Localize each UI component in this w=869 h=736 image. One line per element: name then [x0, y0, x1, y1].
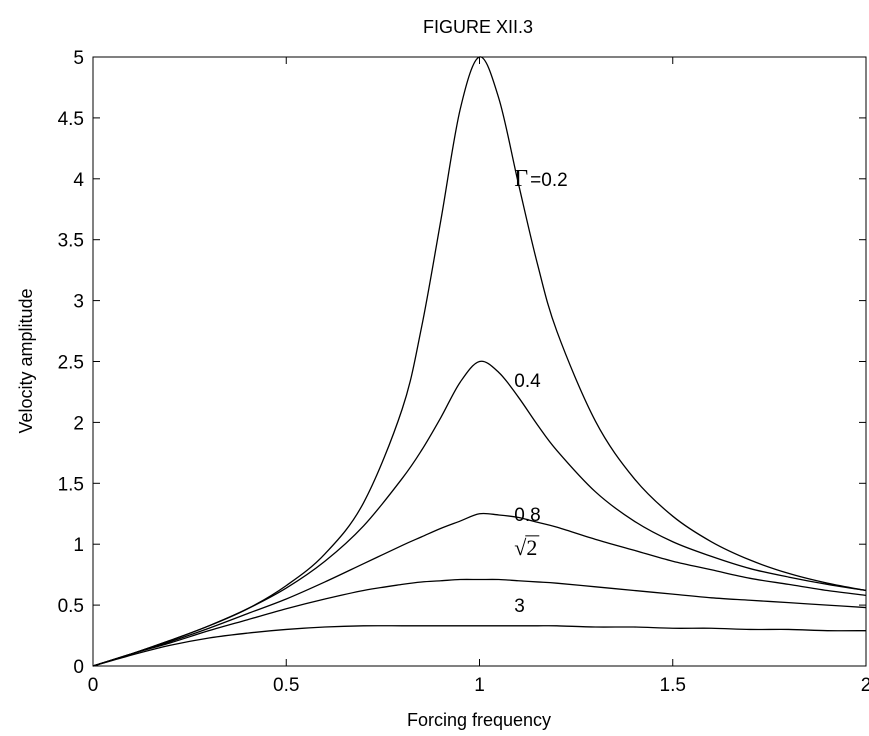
curve-label-value: =0.2 — [530, 170, 568, 191]
y-tick-label: 4.5 — [58, 109, 84, 130]
curve-label-1: 0.4 — [514, 371, 541, 392]
x-axis: 0 0.5 1 1.5 2 — [88, 57, 869, 696]
curve-label-4: 3 — [514, 596, 525, 617]
series-line-1 — [92, 360, 867, 667]
x-tick-label: 0.5 — [273, 675, 299, 696]
y-tick-label: 5 — [73, 48, 84, 69]
y-tick-label: 3 — [73, 292, 84, 313]
sqrt-symbol: √ — [514, 535, 527, 560]
curves — [92, 56, 867, 667]
y-tick-label: 2 — [73, 413, 84, 434]
curve-label-3: √2 — [514, 535, 537, 560]
y-tick-label: 0 — [73, 657, 84, 678]
y-tick-label: 3.5 — [58, 231, 84, 252]
series-line-3 — [92, 578, 867, 667]
series-line-2 — [92, 512, 867, 667]
y-tick-label: 1.5 — [58, 474, 84, 495]
y-axis: 0 0.5 1 1.5 2 2.5 3 3.5 4 4.5 5 — [58, 48, 866, 678]
gamma-symbol: Γ — [514, 166, 528, 192]
x-tick-label: 0 — [88, 675, 99, 696]
y-tick-label: 4 — [73, 170, 84, 191]
x-tick-label: 1 — [474, 675, 485, 696]
y-tick-label: 1 — [73, 535, 84, 556]
curve-label-0: Γ =0.2 — [514, 166, 567, 192]
x-tick-label: 2 — [861, 675, 869, 696]
x-axis-label: Forcing frequency — [407, 710, 551, 730]
curve-label-2: 0.8 — [514, 505, 540, 526]
curve-label-value: 2 — [526, 535, 537, 560]
series-line-4 — [92, 625, 867, 667]
x-tick-label: 1.5 — [660, 675, 686, 696]
curve-labels: Γ =0.2 0.4 0.8 √2 3 — [514, 166, 567, 617]
y-tick-label: 2.5 — [58, 353, 84, 374]
y-tick-label: 0.5 — [58, 596, 84, 617]
chart-title: FIGURE XII.3 — [423, 17, 533, 37]
y-axis-label: Velocity amplitude — [16, 288, 36, 433]
